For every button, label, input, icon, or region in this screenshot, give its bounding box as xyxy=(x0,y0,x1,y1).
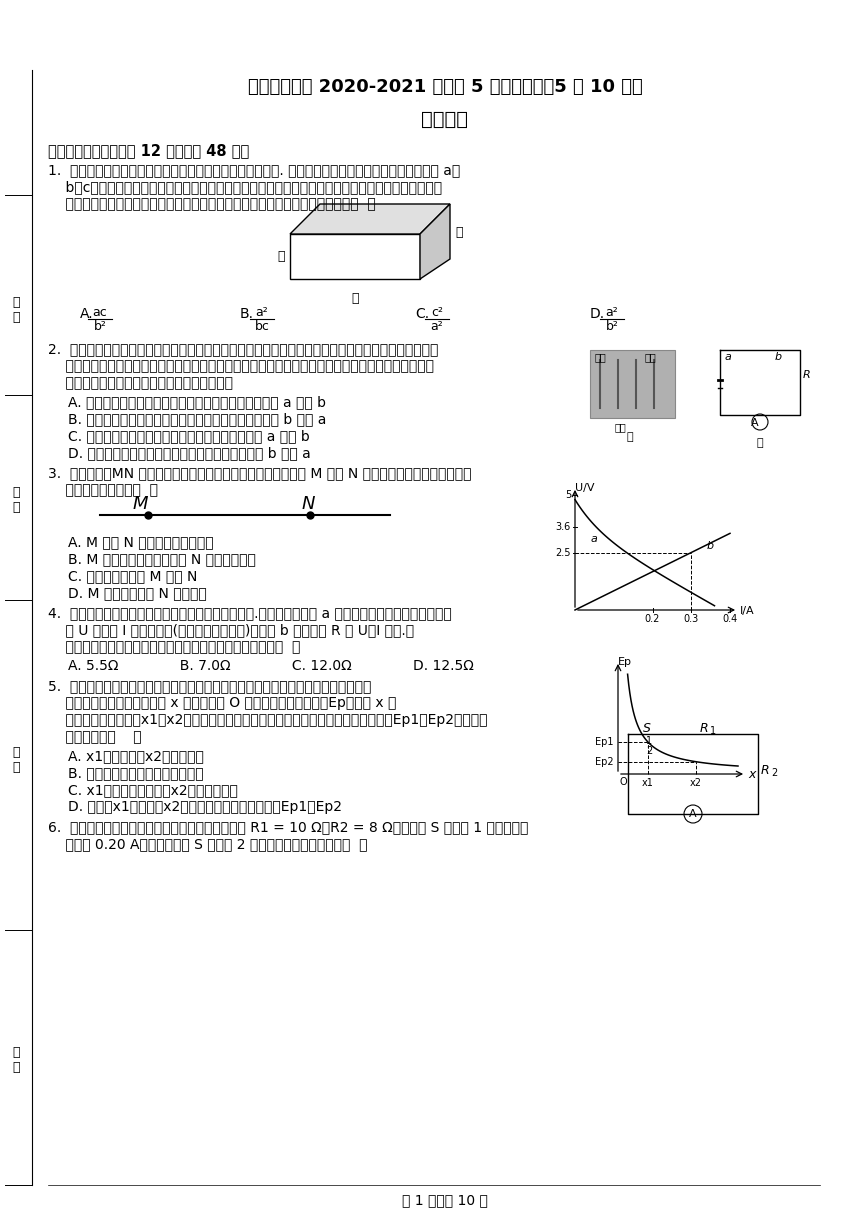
Text: A: A xyxy=(689,809,697,820)
Text: B. 当动片从定片中旋出时，电容器的电量增加，电流由 b 流向 a: B. 当动片从定片中旋出时，电容器的电量增加，电流由 b 流向 a xyxy=(68,412,327,426)
Text: 2.5: 2.5 xyxy=(556,547,571,557)
Text: 2: 2 xyxy=(771,769,777,778)
Text: 零的直线运动，取该直线为 x 轴，起始点 O 为坐标原点，其电势能Ep随位移 x 变: 零的直线运动，取该直线为 x 轴，起始点 O 为坐标原点，其电势能Ep随位移 x… xyxy=(48,696,396,710)
Text: 高二物理: 高二物理 xyxy=(421,109,469,129)
Text: 0.2: 0.2 xyxy=(645,614,660,624)
Text: 1: 1 xyxy=(646,736,652,745)
Text: 1.  有些材料沿不同方向物理性质不同，我们称之为各向异性. 如图所示，长方体材料长、宽、高分别为 a、: 1. 有些材料沿不同方向物理性质不同，我们称之为各向异性. 如图所示，长方体材料… xyxy=(48,163,460,178)
Polygon shape xyxy=(420,204,450,278)
Text: a²: a² xyxy=(431,320,444,333)
Text: b: b xyxy=(775,351,782,362)
Text: Ep2: Ep2 xyxy=(595,756,614,767)
Text: 班
级: 班 级 xyxy=(12,745,20,775)
Text: 长: 长 xyxy=(351,292,359,305)
Polygon shape xyxy=(290,204,450,233)
Bar xyxy=(590,350,675,418)
Text: x: x xyxy=(748,769,755,782)
Text: b²: b² xyxy=(94,320,107,333)
Text: 2: 2 xyxy=(646,745,652,756)
Text: 学
校: 学 校 xyxy=(12,1046,20,1074)
Text: x1: x1 xyxy=(642,778,654,788)
Text: R: R xyxy=(761,764,770,777)
Text: a²: a² xyxy=(605,306,618,319)
Text: A. 5.5Ω              B. 7.0Ω              C. 12.0Ω              D. 12.5Ω: A. 5.5Ω B. 7.0Ω C. 12.0Ω D. 12.5Ω xyxy=(68,659,474,672)
Text: D.: D. xyxy=(590,306,605,321)
Text: O: O xyxy=(620,777,628,787)
Text: A. M 点和 N 点之间一定有电势差: A. M 点和 N 点之间一定有电势差 xyxy=(68,535,213,548)
Text: C.: C. xyxy=(415,306,429,321)
Text: 3.6: 3.6 xyxy=(556,522,571,533)
Text: B. M 点的电场强度一定大于 N 点的电场强度: B. M 点的电场强度一定大于 N 点的电场强度 xyxy=(68,552,256,565)
Text: D. 当动片旋进定片时，电容器的电量减少，电流由 b 流向 a: D. 当动片旋进定片时，电容器的电量减少，电流由 b 流向 a xyxy=(68,446,310,460)
Text: 宽: 宽 xyxy=(455,225,463,238)
Text: b²: b² xyxy=(605,320,618,333)
Text: a²: a² xyxy=(255,306,268,319)
Text: 转轴: 转轴 xyxy=(614,422,626,432)
Text: 列说法中错误的是（  ）: 列说法中错误的是（ ） xyxy=(48,483,158,497)
Text: 该光照强度下将它们组成闭合回路时，硅光电池的内阻为（  ）: 该光照强度下将它们组成闭合回路时，硅光电池的内阻为（ ） xyxy=(48,640,300,654)
Text: A. x1点的电势比x2点的电势低: A. x1点的电势比x2点的电势低 xyxy=(68,749,204,762)
Text: x2: x2 xyxy=(690,778,702,788)
Text: 法正确的是（    ）: 法正确的是（ ） xyxy=(48,730,142,744)
Text: 定远育才学校 2020-2021 学年度 5 月周测试卷（5 月 10 日）: 定远育才学校 2020-2021 学年度 5 月周测试卷（5 月 10 日） xyxy=(248,78,642,96)
Text: Ep1: Ep1 xyxy=(595,737,614,747)
Text: M: M xyxy=(132,495,148,513)
Text: b: b xyxy=(707,541,714,551)
Text: 5: 5 xyxy=(565,490,571,500)
Text: C. 当动片旋进定片时，电容器的电量增加，电流由 a 流向 b: C. 当动片旋进定片时，电容器的电量增加，电流由 a 流向 b xyxy=(68,429,310,443)
Text: a: a xyxy=(725,351,732,362)
Text: S: S xyxy=(643,722,651,734)
Text: 定片: 定片 xyxy=(595,351,607,362)
Text: R: R xyxy=(803,370,811,379)
Text: 第 1 页，共 10 页: 第 1 页，共 10 页 xyxy=(402,1193,488,1207)
Text: 0.4: 0.4 xyxy=(722,614,738,624)
Text: C. 电场线的方向从 M 指向 N: C. 电场线的方向从 M 指向 N xyxy=(68,569,198,582)
Text: 6.  如图所示，电源的内阻不可忽略，已知定值电阻 R1 = 10 Ω、R2 = 8 Ω，当开关 S 接位置 1 时，电流表: 6. 如图所示，电源的内阻不可忽略，已知定值电阻 R1 = 10 Ω、R2 = … xyxy=(48,820,528,834)
Text: N: N xyxy=(301,495,315,513)
Text: 的的。其中固定不动的一组为定片，能转动的一组为动片，动片与定片之间以空气作为电介质。把它: 的的。其中固定不动的一组为定片，能转动的一组为动片，动片与定片之间以空气作为电介… xyxy=(48,359,434,373)
Text: b、c，由于其电阻率各向异性，将其左右两侧接入电源时回路中的电流，与将其上下两侧接入该电源: b、c，由于其电阻率各向异性，将其左右两侧接入电源时回路中的电流，与将其上下两侧… xyxy=(48,180,442,195)
Text: D. M 点的电势高于 N 点的电势: D. M 点的电势高于 N 点的电势 xyxy=(68,586,206,599)
Text: 0.3: 0.3 xyxy=(684,614,699,624)
Text: U/V: U/V xyxy=(575,483,594,492)
Text: Ep: Ep xyxy=(618,657,632,668)
Text: B.: B. xyxy=(240,306,254,321)
Polygon shape xyxy=(290,233,420,278)
Text: 压 U 和电流 I 的关系图象(电池内阻不是常数)，图线 b 是某电阻 R 的 U－I 图象.在: 压 U 和电流 I 的关系图象(电池内阻不是常数)，图线 b 是某电阻 R 的 … xyxy=(48,623,415,637)
Text: 学
号: 学 号 xyxy=(12,295,20,323)
Text: 5.  在静止点电荷产生的电场中有一个带正电的粒子，仅在电场力的作用下做初速度为: 5. 在静止点电荷产生的电场中有一个带正电的粒子，仅在电场力的作用下做初速度为 xyxy=(48,679,372,693)
Text: 高: 高 xyxy=(278,250,285,264)
Text: R: R xyxy=(700,722,709,734)
Text: A: A xyxy=(751,418,759,428)
Text: ac: ac xyxy=(93,306,108,319)
Text: 3.  如图所示，MN 是电场中某一条电场线上的两点，若负电荷由 M 移到 N 时，电荷克服静电力做功，下: 3. 如图所示，MN 是电场中某一条电场线上的两点，若负电荷由 M 移到 N 时… xyxy=(48,466,471,480)
Text: A.: A. xyxy=(80,306,94,321)
Text: 1: 1 xyxy=(710,726,716,736)
Text: 甲: 甲 xyxy=(627,432,633,441)
Text: 化的关系如图所示，x1、x2为粒子运动路径上的两点，在这两点粒子的电势能分别为Ep1和Ep2。下列说: 化的关系如图所示，x1、x2为粒子运动路径上的两点，在这两点粒子的电势能分别为E… xyxy=(48,713,488,727)
Text: I/A: I/A xyxy=(740,606,754,617)
Text: 2.  如图甲所示为老式收音机里的可变电容器，它是通过改变可变电容器的电容来调谐从而达到调台的目: 2. 如图甲所示为老式收音机里的可变电容器，它是通过改变可变电容器的电容来调谐从… xyxy=(48,342,439,356)
Text: 接在如图乙所示的电路中，下列说法正确的是: 接在如图乙所示的电路中，下列说法正确的是 xyxy=(48,376,233,390)
Text: 4.  硅光电池是一种太阳能电池，具有低碳环保的优点.如图所示，图线 a 是该电池在某光照强度下路端电: 4. 硅光电池是一种太阳能电池，具有低碳环保的优点.如图所示，图线 a 是该电池… xyxy=(48,606,452,620)
Text: D. 粒子从x1点运动到x2点的过程中，电场力做功为Ep1－Ep2: D. 粒子从x1点运动到x2点的过程中，电场力做功为Ep1－Ep2 xyxy=(68,800,342,814)
Text: bc: bc xyxy=(255,320,269,333)
Text: 乙: 乙 xyxy=(757,438,764,447)
Text: 时回路中的电流相同，则该材料左右方向的电阻率与上下方向的电阻率之比为（  ）: 时回路中的电流相同，则该材料左右方向的电阻率与上下方向的电阻率之比为（ ） xyxy=(48,197,376,212)
Text: c²: c² xyxy=(431,306,443,319)
Text: 示数为 0.20 A，那么当开关 S 接位置 2 时，电流表的示数可能是（  ）: 示数为 0.20 A，那么当开关 S 接位置 2 时，电流表的示数可能是（ ） xyxy=(48,837,367,851)
Text: C. x1点的电场强度小于x2点的电场强度: C. x1点的电场强度小于x2点的电场强度 xyxy=(68,783,238,796)
Text: 姓
名: 姓 名 xyxy=(12,486,20,514)
Text: B. 粒子的运动方向与电场方向相反: B. 粒子的运动方向与电场方向相反 xyxy=(68,766,204,779)
Text: 动片: 动片 xyxy=(645,351,657,362)
Text: 一、单选题（本大题共 12 小题，共 48 分）: 一、单选题（本大题共 12 小题，共 48 分） xyxy=(48,143,249,158)
Text: a: a xyxy=(591,534,598,544)
Text: A. 当动片从定片中旋出时，电容器的电量减少，电流由 a 流向 b: A. 当动片从定片中旋出时，电容器的电量减少，电流由 a 流向 b xyxy=(68,395,326,409)
